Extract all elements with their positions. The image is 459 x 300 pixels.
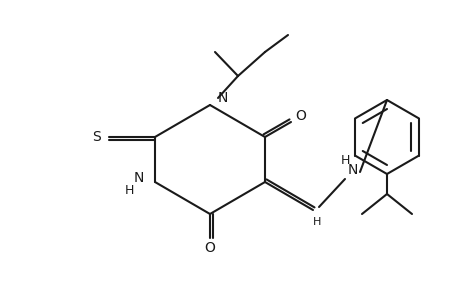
Text: H: H: [124, 184, 134, 196]
Text: O: O: [295, 109, 306, 123]
Text: N: N: [347, 163, 358, 177]
Text: N: N: [218, 91, 228, 105]
Text: H: H: [312, 217, 320, 227]
Text: H: H: [340, 154, 349, 166]
Text: O: O: [204, 241, 215, 255]
Text: N: N: [134, 171, 144, 185]
Text: S: S: [92, 130, 101, 144]
